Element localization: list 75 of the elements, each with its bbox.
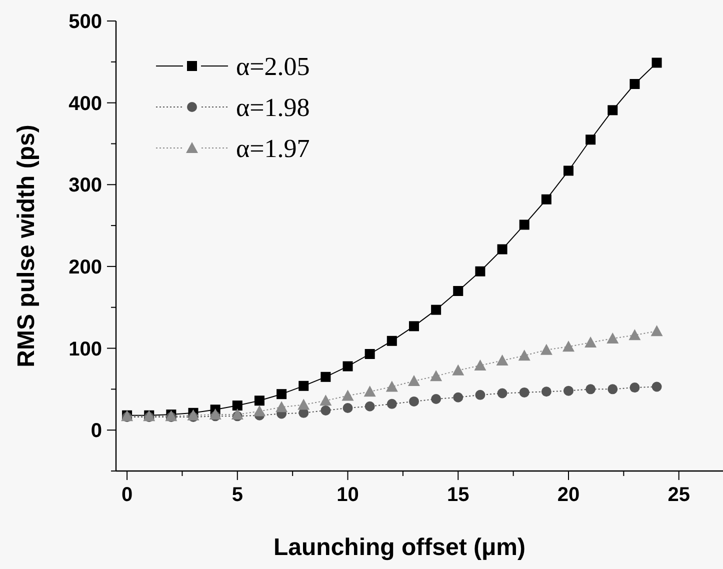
y-tick-label: 500 bbox=[68, 11, 102, 33]
point bbox=[232, 400, 242, 411]
point bbox=[606, 332, 619, 344]
x-tick-label: 0 bbox=[121, 484, 133, 506]
point bbox=[630, 79, 640, 89]
point bbox=[563, 386, 574, 396]
y-tick-label: 400 bbox=[68, 92, 102, 115]
point bbox=[518, 350, 530, 361]
point bbox=[408, 396, 419, 406]
point bbox=[453, 392, 464, 402]
point bbox=[496, 354, 508, 366]
point bbox=[408, 321, 419, 332]
y-tick-label: 100 bbox=[68, 338, 102, 360]
point bbox=[628, 329, 641, 340]
x-tick-label: 25 bbox=[668, 484, 690, 506]
y-axis-title: RMS pulse width (ps) bbox=[13, 124, 40, 368]
point bbox=[320, 372, 331, 382]
legend-label: α=2.05 bbox=[236, 52, 310, 82]
point bbox=[541, 194, 552, 204]
legend-label: α=1.98 bbox=[236, 93, 310, 122]
point bbox=[652, 58, 662, 68]
x-tick-label: 10 bbox=[336, 484, 359, 506]
point bbox=[475, 266, 486, 276]
point bbox=[298, 380, 309, 391]
y-tick-label: 0 bbox=[90, 420, 102, 442]
point bbox=[586, 384, 596, 394]
point bbox=[475, 390, 486, 400]
point bbox=[519, 387, 530, 398]
y-tick-label: 200 bbox=[68, 256, 102, 278]
point bbox=[254, 396, 264, 406]
point bbox=[474, 359, 486, 370]
x-tick-label: 15 bbox=[447, 484, 470, 506]
point bbox=[540, 344, 552, 355]
point bbox=[650, 325, 663, 336]
point bbox=[586, 134, 596, 145]
point bbox=[563, 166, 574, 176]
point bbox=[452, 364, 464, 376]
point bbox=[652, 382, 662, 392]
point bbox=[584, 336, 597, 348]
point bbox=[608, 384, 618, 394]
point bbox=[342, 403, 353, 413]
point bbox=[342, 361, 353, 372]
point bbox=[431, 304, 442, 315]
y-tick-label: 300 bbox=[68, 174, 102, 197]
point bbox=[386, 336, 397, 346]
point bbox=[364, 386, 376, 397]
x-tick-label: 20 bbox=[557, 484, 580, 506]
point bbox=[453, 286, 464, 296]
point bbox=[386, 380, 398, 392]
point bbox=[231, 408, 244, 420]
point bbox=[320, 394, 332, 406]
point bbox=[187, 409, 200, 420]
x-axis-title: Launching offset (μm) bbox=[274, 534, 526, 561]
legend-label: α=1.97 bbox=[236, 134, 310, 164]
point bbox=[608, 105, 618, 116]
point bbox=[342, 390, 354, 401]
point bbox=[519, 220, 530, 230]
x-tick-label: 5 bbox=[232, 484, 243, 506]
point bbox=[630, 382, 640, 393]
point bbox=[364, 349, 375, 359]
point bbox=[386, 398, 397, 409]
point bbox=[276, 401, 288, 412]
point bbox=[276, 389, 287, 400]
point bbox=[430, 370, 442, 382]
point bbox=[541, 386, 552, 397]
point bbox=[209, 408, 222, 420]
point bbox=[320, 405, 331, 416]
point bbox=[408, 375, 420, 386]
point bbox=[431, 394, 442, 404]
point bbox=[497, 388, 508, 398]
point bbox=[253, 405, 266, 416]
point bbox=[497, 244, 508, 254]
point bbox=[562, 340, 574, 352]
point bbox=[364, 401, 375, 412]
point bbox=[298, 398, 310, 410]
